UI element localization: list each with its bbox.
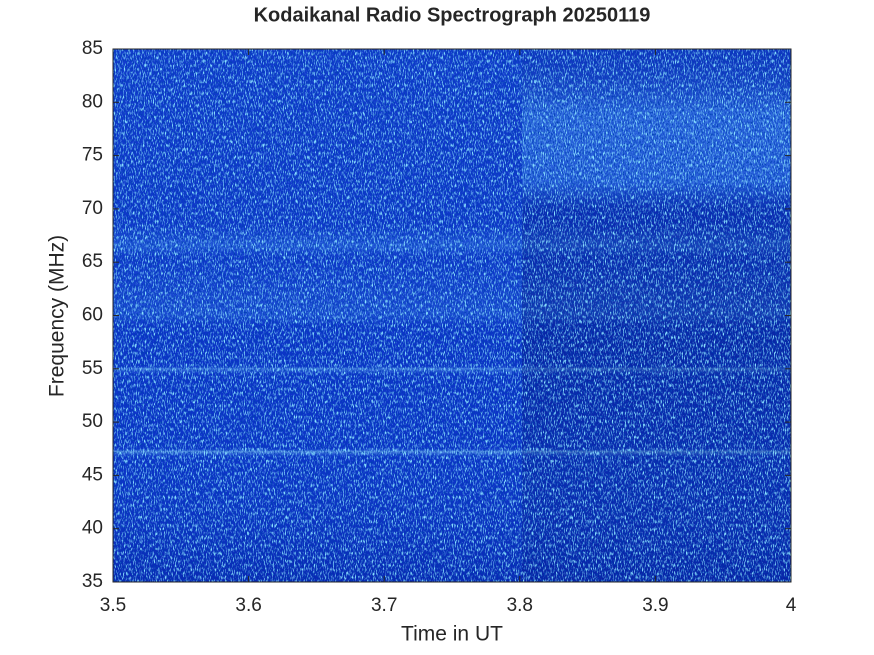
x-tick-label: 3.6 (235, 595, 261, 616)
y-tick-label: 45 (82, 464, 103, 485)
y-tick-label: 80 (82, 91, 103, 112)
y-tick-label: 55 (82, 358, 103, 379)
y-tick-label: 40 (82, 518, 103, 539)
y-axis-label: Frequency (MHz) (46, 235, 69, 397)
y-tick-label: 85 (82, 38, 103, 59)
x-tick-label: 3.9 (642, 595, 668, 616)
x-tick-label: 4 (786, 595, 797, 616)
y-tick-label: 50 (82, 411, 103, 432)
y-tick-label: 65 (82, 251, 103, 272)
y-tick-label: 75 (82, 145, 103, 166)
x-axis-label: Time in UT (401, 623, 503, 646)
x-tick-label: 3.5 (100, 595, 126, 616)
x-tick-label: 3.8 (507, 595, 533, 616)
spectrogram-image (113, 49, 791, 582)
y-tick-label: 60 (82, 305, 103, 326)
chart-title: Kodaikanal Radio Spectrograph 20250119 (254, 4, 651, 26)
y-tick-label: 70 (82, 198, 103, 219)
plot-noise (113, 49, 791, 582)
y-tick-label: 35 (82, 571, 103, 592)
x-tick-label: 3.7 (371, 595, 397, 616)
